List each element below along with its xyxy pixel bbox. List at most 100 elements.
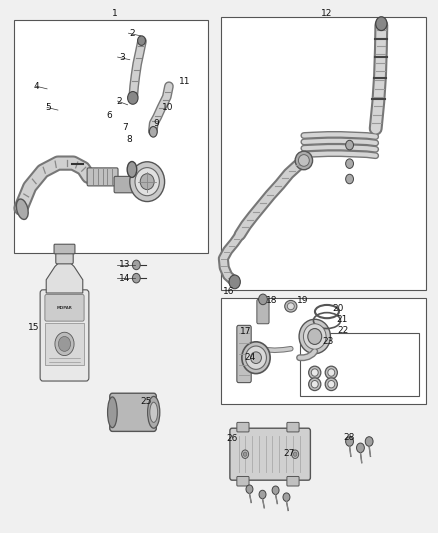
Ellipse shape [246, 346, 266, 369]
Ellipse shape [138, 36, 145, 45]
Circle shape [283, 493, 290, 502]
Ellipse shape [148, 397, 160, 428]
Ellipse shape [251, 352, 261, 364]
Text: 24: 24 [244, 353, 255, 362]
Text: 8: 8 [127, 135, 132, 144]
FancyBboxPatch shape [257, 300, 269, 324]
Text: 7: 7 [122, 123, 128, 132]
FancyBboxPatch shape [230, 428, 311, 480]
FancyBboxPatch shape [40, 290, 89, 381]
Ellipse shape [328, 381, 335, 388]
Text: 2: 2 [130, 29, 135, 38]
Text: 22: 22 [337, 326, 349, 335]
Text: 10: 10 [162, 103, 173, 112]
Ellipse shape [150, 402, 158, 422]
Circle shape [346, 437, 353, 446]
Ellipse shape [135, 167, 159, 196]
Bar [14, 20, 208, 253]
Ellipse shape [328, 369, 335, 376]
Ellipse shape [108, 397, 117, 427]
Ellipse shape [149, 126, 157, 137]
Circle shape [346, 159, 353, 168]
FancyBboxPatch shape [114, 176, 134, 193]
Ellipse shape [308, 328, 322, 344]
Circle shape [58, 336, 71, 351]
Ellipse shape [130, 162, 165, 201]
Text: 17: 17 [240, 327, 251, 336]
Ellipse shape [140, 174, 154, 190]
FancyBboxPatch shape [237, 477, 249, 486]
Circle shape [357, 443, 364, 453]
Text: 27: 27 [283, 449, 295, 458]
Text: 18: 18 [266, 296, 278, 305]
Circle shape [127, 92, 138, 104]
Text: 4: 4 [34, 82, 40, 91]
Ellipse shape [311, 369, 318, 376]
Text: 26: 26 [227, 434, 238, 443]
Text: 3: 3 [119, 53, 125, 62]
Ellipse shape [325, 366, 337, 379]
Text: 6: 6 [107, 111, 113, 120]
Ellipse shape [325, 378, 337, 391]
Bar [300, 333, 419, 397]
Circle shape [132, 260, 140, 270]
Ellipse shape [309, 378, 321, 391]
Ellipse shape [311, 381, 318, 388]
Text: 25: 25 [141, 397, 152, 406]
Ellipse shape [298, 155, 309, 166]
Text: 28: 28 [343, 433, 354, 442]
Text: 11: 11 [179, 77, 191, 86]
FancyBboxPatch shape [237, 422, 249, 432]
Circle shape [346, 140, 353, 150]
Circle shape [365, 437, 373, 446]
Text: MOPAR: MOPAR [57, 306, 72, 310]
Circle shape [246, 485, 253, 494]
Circle shape [272, 486, 279, 495]
Circle shape [346, 174, 353, 184]
Circle shape [132, 273, 140, 283]
Ellipse shape [295, 151, 313, 169]
Circle shape [293, 452, 297, 456]
Circle shape [55, 332, 74, 356]
Text: 23: 23 [322, 337, 334, 346]
Circle shape [292, 450, 299, 458]
Bar [221, 17, 426, 290]
Ellipse shape [287, 303, 294, 310]
Circle shape [242, 450, 249, 458]
Text: 2: 2 [117, 96, 122, 106]
Text: 20: 20 [332, 304, 343, 313]
Text: 9: 9 [154, 119, 159, 128]
Bar [221, 298, 426, 405]
FancyBboxPatch shape [110, 393, 156, 431]
Ellipse shape [16, 199, 28, 220]
Circle shape [229, 275, 240, 289]
Ellipse shape [304, 324, 326, 349]
Text: 12: 12 [321, 9, 332, 18]
Text: 13: 13 [119, 261, 131, 269]
Circle shape [244, 452, 247, 456]
Ellipse shape [309, 366, 321, 379]
Ellipse shape [299, 319, 330, 354]
FancyBboxPatch shape [237, 325, 251, 383]
FancyBboxPatch shape [54, 244, 75, 254]
Circle shape [376, 17, 387, 30]
Text: 1: 1 [113, 9, 118, 18]
FancyBboxPatch shape [56, 250, 73, 264]
FancyBboxPatch shape [45, 295, 84, 321]
Polygon shape [46, 262, 83, 293]
FancyBboxPatch shape [87, 168, 118, 186]
Circle shape [258, 294, 267, 305]
Circle shape [259, 490, 266, 499]
Text: 14: 14 [119, 273, 130, 282]
Ellipse shape [285, 301, 297, 312]
FancyBboxPatch shape [287, 477, 299, 486]
Ellipse shape [127, 161, 137, 177]
Bar [46, 323, 84, 365]
Ellipse shape [242, 342, 270, 374]
Text: 5: 5 [45, 103, 51, 112]
Text: 21: 21 [336, 315, 348, 324]
Text: 19: 19 [297, 296, 308, 305]
FancyBboxPatch shape [287, 422, 299, 432]
Text: 15: 15 [28, 323, 39, 332]
Text: 16: 16 [223, 287, 235, 296]
